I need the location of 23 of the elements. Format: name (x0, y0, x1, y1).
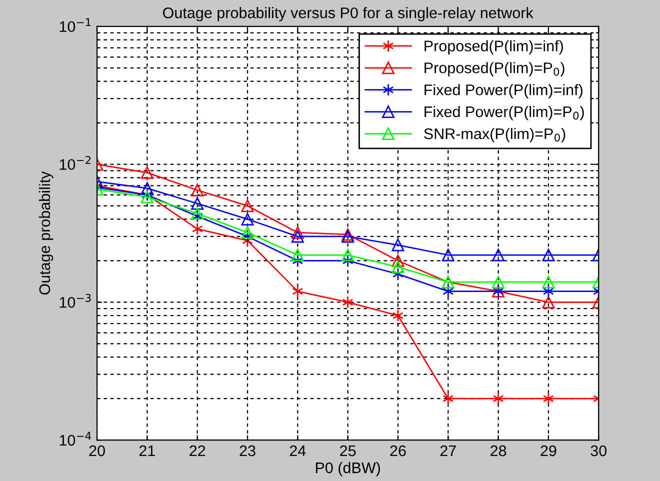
x-tick-label: 20 (89, 445, 105, 456)
x-tick-label: 21 (139, 445, 155, 456)
y-tick-label: 10$^{−4}$ (60, 432, 92, 446)
x-tick-label: 25 (340, 445, 356, 456)
y-tick-label: 10$^{−2}$ (60, 156, 91, 170)
y-tick-label: 10$^{−3}$ (60, 294, 91, 308)
chart-title: Outage probability versus P0 for a single-relay network (163, 7, 534, 22)
x-tick-label: 27 (440, 445, 456, 456)
x-axis-title: P0 (dBW) (316, 462, 380, 476)
legend-label: SNR-max(P(lim)=P$_{0}$) (424, 128, 566, 142)
y-axis-title: Outage probability (38, 171, 54, 295)
x-tick-label: 26 (390, 445, 406, 456)
x-tick-label: 30 (590, 445, 607, 456)
legend-label: Proposed(P(lim)=P$_{0}$) (424, 62, 564, 76)
x-tick-label: 29 (540, 445, 556, 456)
legend-label: Fixed Power(P(lim)=inf) (424, 84, 582, 98)
x-tick-label: 23 (240, 445, 256, 456)
x-tick-label: 22 (190, 445, 206, 456)
legend-label: Fixed Power(P(lim)=P$_{0}$) (424, 106, 584, 120)
y-tick-label: 10$^{−1}$ (60, 18, 91, 32)
legend-label: Proposed(P(lim)=inf) (424, 40, 563, 54)
x-tick-label: 24 (290, 445, 306, 456)
x-tick-label: 28 (490, 445, 506, 456)
